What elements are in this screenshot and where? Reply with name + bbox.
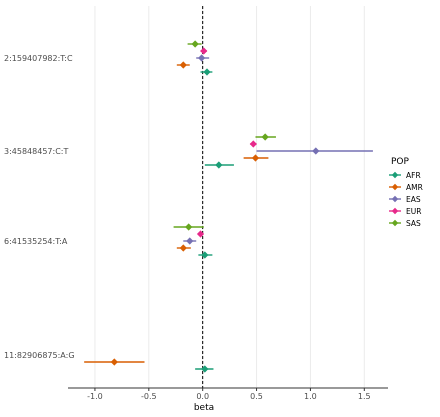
marker-EAS-0 (198, 54, 206, 62)
y-label-1: 3:45848457:C:T (4, 147, 68, 156)
x-tick-label-2: 0.0 (196, 392, 209, 401)
point-AFR-3 (195, 365, 214, 373)
point-EUR-2 (196, 230, 205, 238)
legend-marker-EUR (391, 207, 399, 215)
y-label-0: 2:159407982:T:C (4, 54, 73, 63)
marker-AFR-3 (201, 365, 209, 373)
data-marks (84, 40, 373, 373)
x-tick-label-3: 0.5 (250, 392, 263, 401)
x-tick-label-0: -1.0 (87, 392, 103, 401)
marker-AMR-3 (110, 358, 118, 366)
legend-title: POP (391, 157, 410, 167)
point-AFR-1 (204, 161, 234, 169)
x-axis-title: beta (194, 403, 214, 413)
y-label-3: 11:82906875:A:G (4, 351, 75, 360)
marker-SAS-1 (261, 133, 269, 141)
legend-label-SAS: SAS (406, 219, 421, 228)
point-EUR-0 (200, 47, 208, 55)
legend: POP AFR AMR EAS EUR SAS (389, 157, 423, 228)
point-AFR-2 (198, 251, 213, 259)
point-AFR-0 (200, 68, 213, 76)
marker-EUR-1 (249, 140, 257, 148)
point-SAS-1 (255, 133, 276, 141)
legend-entry-EAS: EAS (389, 195, 421, 204)
x-tick-label-4: 1.0 (304, 392, 317, 401)
marker-AMR-2 (179, 244, 187, 252)
y-label-2: 6:41535254:T:A (4, 237, 68, 246)
legend-marker-AMR (391, 183, 399, 191)
marker-EAS-1 (312, 147, 320, 155)
point-EAS-2 (183, 237, 197, 245)
legend-marker-SAS (391, 219, 399, 227)
legend-entry-SAS: SAS (389, 219, 421, 228)
y-axis-labels: 2:159407982:T:C 3:45848457:C:T 6:41535254:… (4, 54, 75, 360)
gridlines (94, 6, 365, 388)
x-axis: -1.0 -0.5 0.0 0.5 1.0 1.5 (68, 387, 388, 401)
marker-AFR-2 (201, 251, 209, 259)
legend-marker-AFR (391, 171, 399, 179)
point-AMR-2 (176, 244, 191, 252)
marker-EAS-2 (186, 237, 194, 245)
x-tick-label-1: -0.5 (141, 392, 157, 401)
point-AMR-0 (176, 61, 190, 69)
marker-AFR-1 (215, 161, 223, 169)
x-tick-label-5: 1.5 (358, 392, 371, 401)
legend-marker-EAS (391, 195, 399, 203)
legend-label-EUR: EUR (406, 207, 421, 216)
legend-label-AFR: AFR (406, 171, 421, 180)
legend-entry-AFR: AFR (389, 171, 421, 180)
point-EUR-1 (249, 140, 257, 148)
legend-label-AMR: AMR (406, 183, 423, 192)
marker-AFR-0 (203, 68, 211, 76)
marker-SAS-0 (191, 40, 199, 48)
point-EAS-0 (196, 54, 210, 62)
legend-entry-EUR: EUR (389, 207, 421, 216)
marker-AMR-0 (179, 61, 187, 69)
legend-entry-AMR: AMR (389, 183, 423, 192)
marker-EUR-2 (196, 230, 205, 238)
marker-AMR-1 (251, 154, 260, 162)
point-AMR-3 (84, 358, 145, 366)
point-EAS-1 (256, 147, 373, 155)
point-SAS-0 (187, 40, 202, 48)
marker-EUR-0 (200, 47, 208, 55)
point-SAS-2 (173, 223, 204, 231)
point-AMR-1 (243, 154, 269, 162)
legend-label-EAS: EAS (406, 195, 421, 204)
marker-SAS-2 (185, 223, 193, 231)
